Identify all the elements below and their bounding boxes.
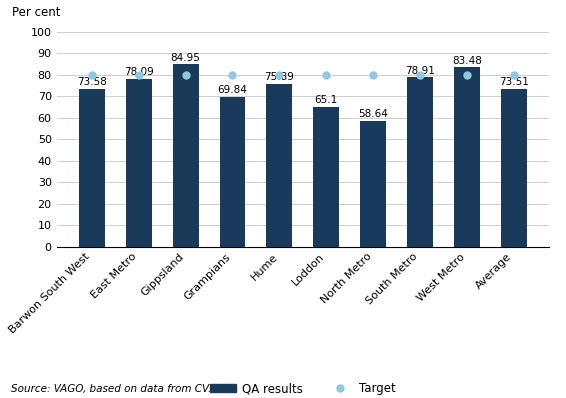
Bar (314, 107, 339, 247)
Text: 69.84: 69.84 (217, 85, 247, 95)
Legend: QA results, Target: QA results, Target (205, 377, 400, 398)
Bar (220, 97, 246, 247)
Text: 58.64: 58.64 (358, 109, 388, 119)
Text: Per cent: Per cent (12, 6, 61, 19)
Text: 78.09: 78.09 (124, 67, 153, 78)
Bar (501, 89, 526, 247)
Bar (126, 79, 152, 247)
Bar (173, 64, 199, 247)
Text: 73.51: 73.51 (499, 77, 529, 87)
Text: 75.89: 75.89 (264, 72, 294, 82)
Text: 83.48: 83.48 (452, 56, 482, 66)
Bar (79, 89, 105, 247)
Text: 73.58: 73.58 (77, 77, 107, 87)
Text: 65.1: 65.1 (315, 96, 338, 105)
Bar (454, 67, 480, 247)
Bar (360, 121, 386, 247)
Bar (267, 84, 292, 247)
Text: 84.95: 84.95 (171, 53, 200, 62)
Text: Source: VAGO, based on data from CV.: Source: VAGO, based on data from CV. (11, 384, 212, 394)
Text: 78.91: 78.91 (405, 66, 435, 76)
Bar (407, 77, 433, 247)
